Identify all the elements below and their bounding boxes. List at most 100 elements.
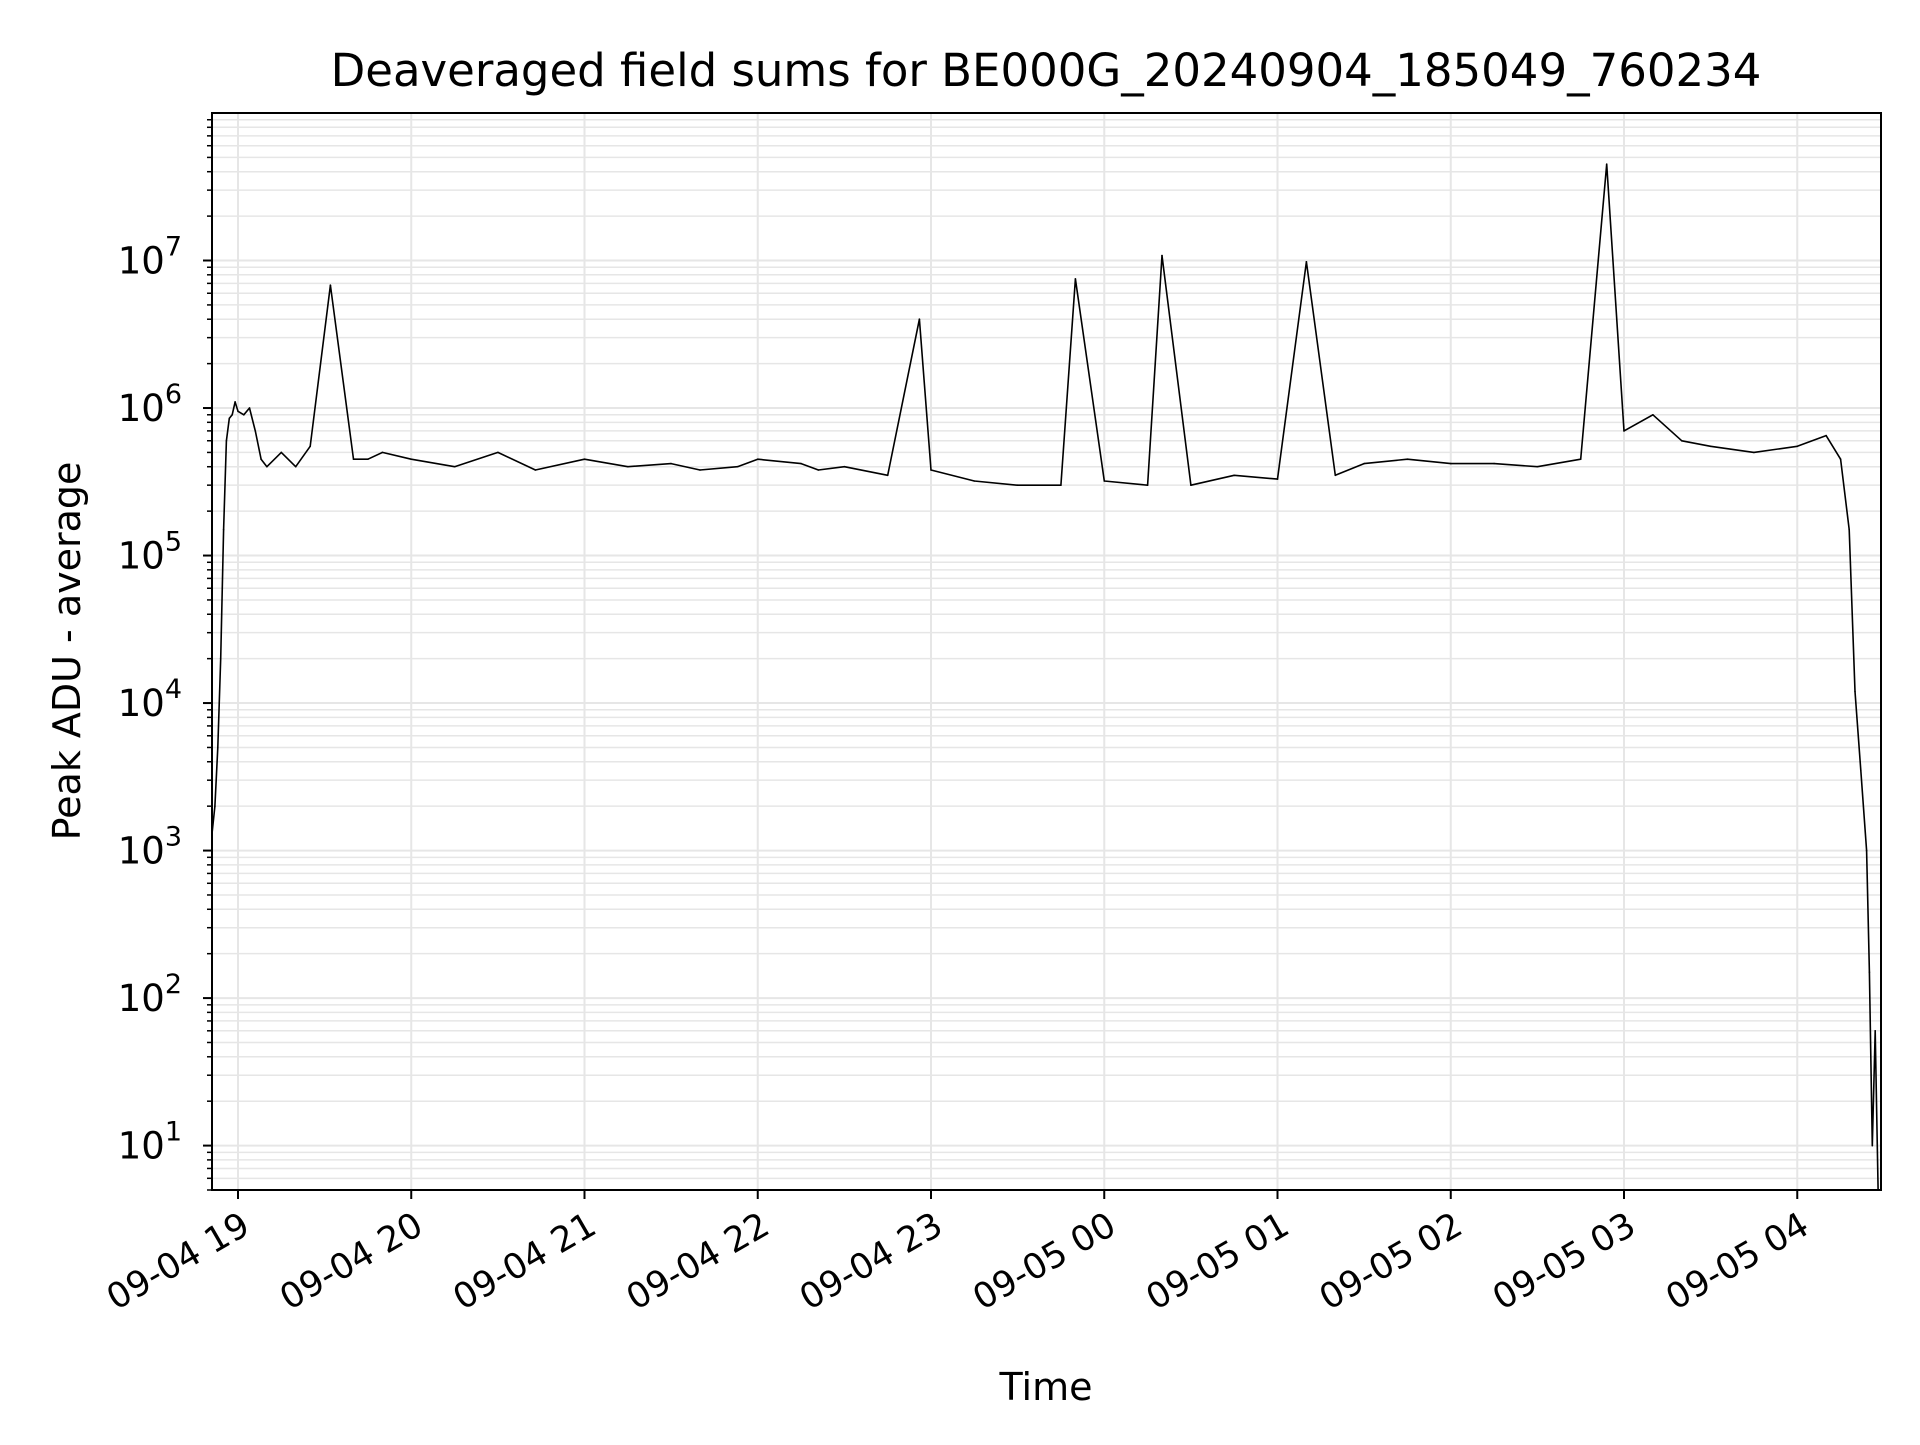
- data-point: [243, 414, 245, 416]
- data-point: [534, 469, 537, 471]
- y-tick-label: 106: [118, 379, 182, 430]
- data-point: [1233, 474, 1235, 477]
- data-point: [1825, 434, 1827, 437]
- data-point: [1579, 458, 1582, 461]
- data-point: [918, 318, 921, 321]
- data-point: [843, 465, 846, 468]
- data-point: [219, 657, 222, 660]
- y-tick-label-exponent: 3: [165, 822, 182, 853]
- x-tick-label: 09-04 19: [100, 1205, 256, 1318]
- data-point: [800, 462, 802, 465]
- series-line: [211, 163, 1879, 1191]
- data-point: [1796, 445, 1799, 448]
- x-tick-label: 09-05 01: [1140, 1205, 1296, 1318]
- y-tick-label: 107: [118, 232, 182, 283]
- data-point: [260, 458, 262, 461]
- data-point: [1605, 163, 1608, 165]
- data-point: [214, 805, 216, 807]
- y-tick-label: 101: [118, 1117, 182, 1168]
- data-point: [627, 465, 629, 468]
- plot-frame: [211, 112, 1882, 1191]
- data-point: [1406, 458, 1409, 461]
- data-point: [1536, 465, 1539, 468]
- data-point: [1860, 769, 1862, 772]
- data-point: [1848, 528, 1850, 531]
- y-tick-label-exponent: 5: [165, 527, 182, 558]
- data-point: [329, 284, 332, 287]
- data-point: [699, 469, 701, 471]
- chart-title: Deaveraged field sums for BE000G_2024090…: [331, 44, 1762, 97]
- data-point: [381, 451, 384, 454]
- data-point: [670, 462, 672, 465]
- data-point: [453, 465, 456, 468]
- data-point: [1865, 849, 1868, 852]
- y-tick-label-exponent: 1: [165, 1117, 182, 1148]
- data-point: [217, 746, 219, 749]
- x-tick-label: 09-05 00: [966, 1205, 1122, 1318]
- data-point: [817, 469, 820, 471]
- x-tick-label: 09-04 21: [447, 1205, 603, 1318]
- data-point: [231, 414, 233, 416]
- data-point: [1161, 254, 1163, 257]
- data-point: [1276, 478, 1279, 480]
- data-point: [309, 445, 312, 448]
- x-axis: 09-04 19 09-04 20 09-04 21 09-04 22 09-04 23…: [100, 1190, 1816, 1318]
- data-point: [410, 458, 413, 461]
- x-tick-label: 09-05 02: [1313, 1205, 1469, 1318]
- data-point: [254, 430, 257, 432]
- y-tick-label-base: 10: [118, 682, 165, 725]
- data-point: [234, 401, 236, 403]
- data-point: [280, 451, 283, 454]
- data-point: [1074, 278, 1077, 280]
- data-point: [248, 407, 251, 409]
- y-tick-label-base: 10: [118, 387, 165, 430]
- y-tick-label-base: 10: [118, 1125, 165, 1168]
- x-axis-label: Time: [999, 1365, 1093, 1409]
- data-point: [266, 465, 268, 468]
- data-point: [930, 469, 932, 471]
- data-point: [1652, 414, 1654, 416]
- data-point: [222, 528, 225, 531]
- x-tick-label: 09-04 23: [793, 1205, 949, 1318]
- data-point: [1450, 462, 1452, 465]
- data-point: [1363, 462, 1365, 465]
- data-point: [1060, 484, 1062, 487]
- y-axis-label: Peak ADU - average: [45, 462, 89, 841]
- y-tick-label-exponent: 6: [165, 379, 182, 410]
- data-point: [736, 465, 739, 468]
- y-tick-label-base: 10: [118, 977, 165, 1020]
- grid-minor: [212, 118, 1881, 1191]
- data-point: [1305, 261, 1308, 263]
- x-tick-label: 09-05 04: [1659, 1205, 1815, 1318]
- y-tick-label-base: 10: [118, 535, 165, 578]
- data-point: [1190, 484, 1192, 487]
- y-tick-label: 104: [118, 674, 182, 725]
- data-point: [1871, 1144, 1874, 1147]
- data-point: [1103, 480, 1106, 482]
- data-point: [1709, 445, 1712, 448]
- data-point: [294, 465, 297, 468]
- data-point: [367, 458, 369, 461]
- data-point: [228, 417, 231, 420]
- y-tick-label-base: 10: [118, 240, 165, 283]
- y-tick-label-exponent: 2: [165, 969, 182, 1000]
- data-point: [1334, 474, 1337, 477]
- y-tick-label-exponent: 7: [165, 232, 182, 263]
- data-point: [237, 410, 239, 413]
- x-tick-label: 09-05 03: [1486, 1205, 1642, 1318]
- y-tick-label-exponent: 4: [165, 674, 182, 705]
- data-point: [583, 458, 586, 461]
- data-point: [886, 474, 889, 477]
- data-point: [1146, 484, 1149, 487]
- data-point: [497, 451, 499, 454]
- y-tick-label: 103: [118, 822, 182, 873]
- x-tick-label: 09-04 22: [620, 1205, 776, 1318]
- data-point: [1623, 430, 1625, 432]
- data-point: [1854, 690, 1856, 693]
- data-point: [1839, 458, 1842, 461]
- data-point: [1493, 462, 1495, 465]
- data-point: [352, 458, 355, 461]
